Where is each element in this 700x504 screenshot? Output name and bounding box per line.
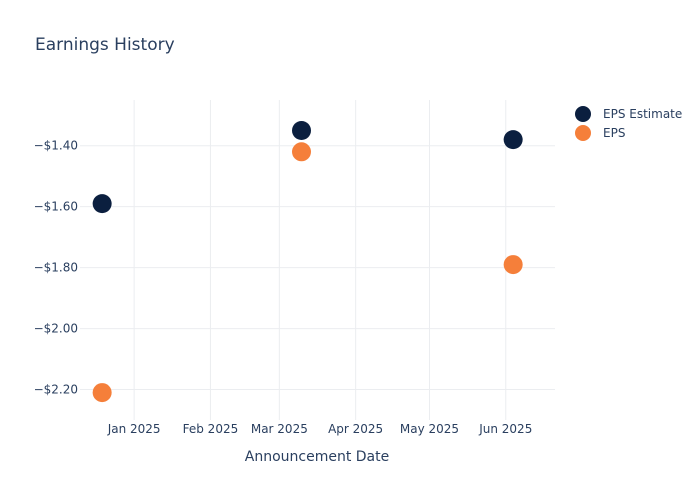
points-layer [92,120,523,403]
x-tick-label: May 2025 [400,422,459,436]
legend-marker [575,106,591,122]
y-axis: −$1.40 −$1.60 −$1.80 −$2.00 −$2.20 [34,139,78,397]
legend-label: EPS [603,126,625,140]
eps-estimate-point[interactable] [503,130,523,150]
eps-point[interactable] [503,255,523,275]
x-tick-label: Jun 2025 [478,422,532,436]
x-tick-label: Feb 2025 [183,422,239,436]
y-tick-label: −$1.80 [34,261,78,275]
x-tick-label: Apr 2025 [328,422,383,436]
legend-item-eps-estimate[interactable]: EPS Estimate [575,106,682,122]
grid-layer [80,100,555,420]
y-tick-label: −$2.20 [34,383,78,397]
chart-title: Earnings History [35,35,175,55]
eps-estimate-point[interactable] [292,120,312,140]
legend-marker [575,125,591,141]
legend-item-eps[interactable]: EPS [575,125,625,141]
y-tick-label: −$1.40 [34,139,78,153]
y-tick-label: −$1.60 [34,200,78,214]
x-tick-label: Mar 2025 [251,422,308,436]
eps-estimate-point[interactable] [92,194,112,214]
legend-label: EPS Estimate [603,107,682,121]
eps-point[interactable] [292,142,312,162]
x-axis-title: Announcement Date [245,449,389,465]
x-axis: Jan 2025 Feb 2025 Mar 2025 Apr 2025 May 2025… [107,422,533,436]
legend[interactable]: EPS Estimate EPS [575,106,682,141]
x-tick-label: Jan 2025 [107,422,161,436]
eps-point[interactable] [92,383,112,403]
y-tick-label: −$2.00 [34,322,78,336]
